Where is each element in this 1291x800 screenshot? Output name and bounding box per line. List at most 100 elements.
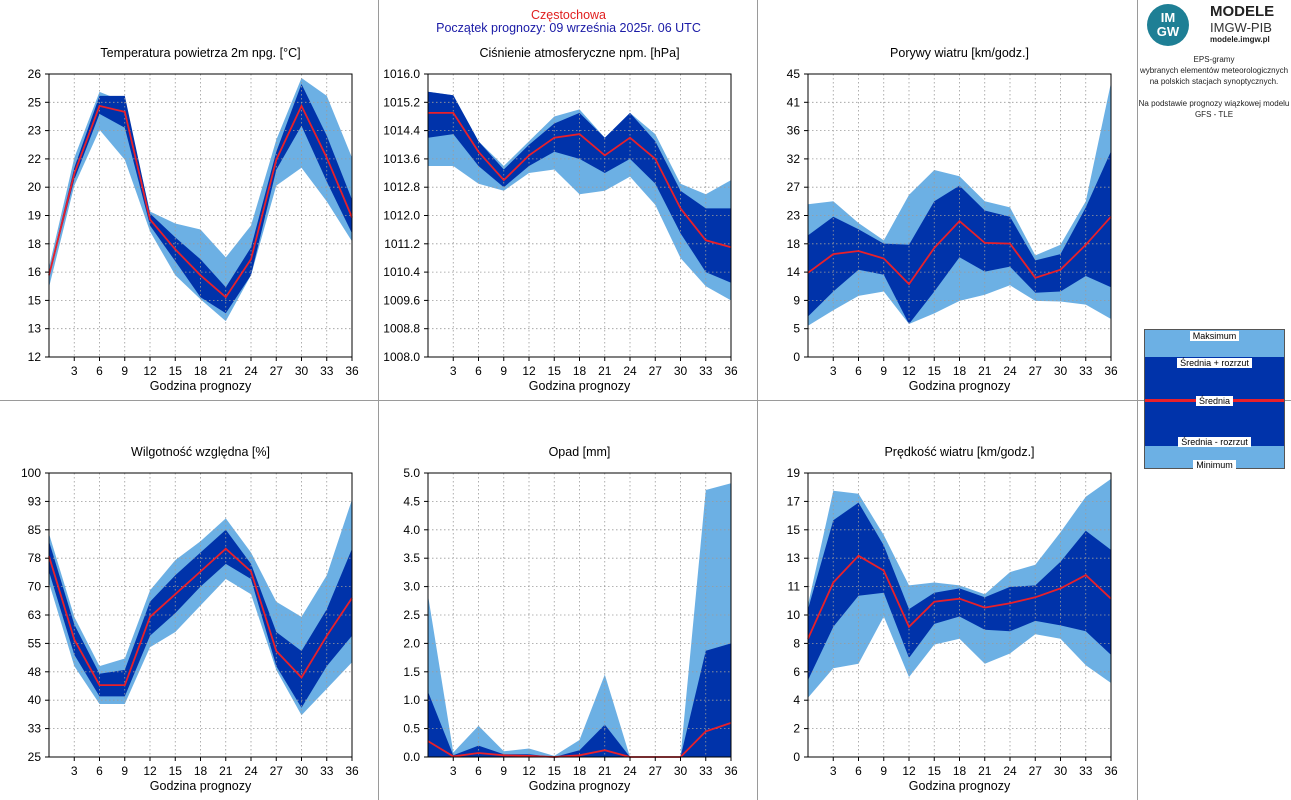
y-tick-label: 8 xyxy=(793,636,800,650)
x-tick-label: 6 xyxy=(475,764,482,778)
y-tick-label: 2 xyxy=(793,722,800,736)
x-tick-label: 21 xyxy=(978,764,992,778)
y-tick-label: 13 xyxy=(787,551,801,565)
x-tick-label: 6 xyxy=(96,364,103,378)
spread-band xyxy=(808,151,1111,324)
y-tick-label: 2.5 xyxy=(403,608,420,622)
legend-label-max: Maksimum xyxy=(1145,331,1284,342)
chart-title: Wilgotność względna [%] xyxy=(131,445,270,459)
y-tick-label: 5 xyxy=(793,322,800,336)
y-tick-label: 2.0 xyxy=(403,636,420,650)
logo-badge-top: IM xyxy=(1160,10,1176,25)
y-tick-label: 15 xyxy=(28,293,42,307)
y-tick-label: 12 xyxy=(28,350,42,364)
chart-title: Ciśnienie atmosferyczne npm. [hPa] xyxy=(479,46,679,60)
x-tick-label: 6 xyxy=(475,364,482,378)
y-tick-label: 1012.0 xyxy=(383,209,420,223)
y-tick-label: 23 xyxy=(787,209,801,223)
y-tick-label: 13 xyxy=(28,322,42,336)
y-tick-label: 1009.6 xyxy=(383,293,420,307)
x-tick-label: 12 xyxy=(902,764,916,778)
y-tick-label: 33 xyxy=(28,722,42,736)
x-tick-label: 36 xyxy=(1104,764,1118,778)
imgw-logo: IM GW MODELE IMGW-PIB modele.imgw.pl xyxy=(1144,2,1286,48)
x-tick-label: 9 xyxy=(500,764,507,778)
x-tick-label: 3 xyxy=(71,764,78,778)
x-tick-label: 6 xyxy=(855,764,862,778)
y-tick-label: 1008.8 xyxy=(383,322,420,336)
x-tick-label: 12 xyxy=(143,364,157,378)
y-tick-label: 5.0 xyxy=(403,466,420,480)
x-tick-label: 15 xyxy=(169,764,183,778)
x-tick-label: 6 xyxy=(96,764,103,778)
y-tick-label: 1010.4 xyxy=(383,265,420,279)
x-tick-label: 36 xyxy=(724,764,738,778)
y-tick-label: 93 xyxy=(28,494,42,508)
x-tick-label: 27 xyxy=(1029,764,1043,778)
x-tick-label: 3 xyxy=(830,364,837,378)
x-tick-label: 27 xyxy=(649,764,663,778)
y-tick-label: 6 xyxy=(793,665,800,679)
spread-band xyxy=(49,529,352,708)
spread-band xyxy=(808,502,1111,681)
x-tick-label: 18 xyxy=(573,364,587,378)
x-tick-label: 27 xyxy=(270,364,284,378)
x-axis-label: Godzina prognozy xyxy=(529,379,631,393)
legend-label-mean: Średnia xyxy=(1145,396,1284,407)
description-basis: GFS - TLE xyxy=(1194,110,1234,119)
y-tick-label: 40 xyxy=(28,693,42,707)
chart-title: Porywy wiatru [km/godz.] xyxy=(890,46,1029,60)
logo-badge-bottom: GW xyxy=(1156,24,1180,39)
y-tick-label: 15 xyxy=(787,523,801,537)
description: EPS-gramy wybranych elementów meteorolog… xyxy=(1137,54,1291,120)
y-tick-label: 17 xyxy=(787,494,801,508)
y-tick-label: 32 xyxy=(787,152,801,166)
x-tick-label: 21 xyxy=(598,364,612,378)
y-tick-label: 4.5 xyxy=(403,494,420,508)
y-tick-label: 0 xyxy=(793,750,800,764)
y-tick-label: 4.0 xyxy=(403,523,420,537)
x-tick-label: 12 xyxy=(522,364,536,378)
x-tick-label: 3 xyxy=(71,364,78,378)
chart-title: Prędkość wiatru [km/godz.] xyxy=(884,445,1034,459)
x-tick-label: 24 xyxy=(244,364,258,378)
x-tick-label: 33 xyxy=(320,764,334,778)
x-tick-label: 36 xyxy=(724,364,738,378)
station-name: Częstochowa xyxy=(530,8,607,22)
x-tick-label: 15 xyxy=(169,364,183,378)
y-tick-label: 41 xyxy=(787,95,801,109)
mean-line xyxy=(807,216,1112,286)
y-tick-label: 1.5 xyxy=(403,665,420,679)
x-tick-label: 18 xyxy=(953,364,967,378)
x-tick-label: 30 xyxy=(1054,764,1068,778)
y-tick-label: 0.0 xyxy=(403,750,420,764)
chart-title: Opad [mm] xyxy=(549,445,611,459)
y-tick-label: 4 xyxy=(793,693,800,707)
description-basis: Na podstawie prognozy wiązkowej modelu xyxy=(1138,99,1290,108)
y-tick-label: 16 xyxy=(28,265,42,279)
x-tick-label: 24 xyxy=(623,364,637,378)
x-tick-label: 33 xyxy=(1079,764,1093,778)
x-tick-label: 21 xyxy=(219,364,233,378)
mean-line xyxy=(807,554,1112,640)
y-tick-label: 27 xyxy=(787,180,801,194)
y-tick-label: 20 xyxy=(28,180,42,194)
mean-line xyxy=(48,103,353,299)
x-tick-label: 12 xyxy=(902,364,916,378)
x-tick-label: 18 xyxy=(953,764,967,778)
range-band xyxy=(428,483,731,757)
x-tick-label: 9 xyxy=(880,764,887,778)
x-tick-label: 21 xyxy=(598,764,612,778)
description-line: EPS-gramy xyxy=(1193,55,1235,64)
y-tick-label: 78 xyxy=(28,551,42,565)
x-tick-label: 15 xyxy=(928,764,942,778)
x-tick-label: 21 xyxy=(219,764,233,778)
x-tick-label: 30 xyxy=(295,764,309,778)
legend-label-mean-plus: Średnia + rozrzut xyxy=(1145,358,1284,369)
y-tick-label: 3.5 xyxy=(403,551,420,565)
y-tick-label: 25 xyxy=(28,95,42,109)
y-tick-label: 1011.2 xyxy=(384,237,420,251)
y-tick-label: 18 xyxy=(787,237,801,251)
y-tick-label: 48 xyxy=(28,665,42,679)
